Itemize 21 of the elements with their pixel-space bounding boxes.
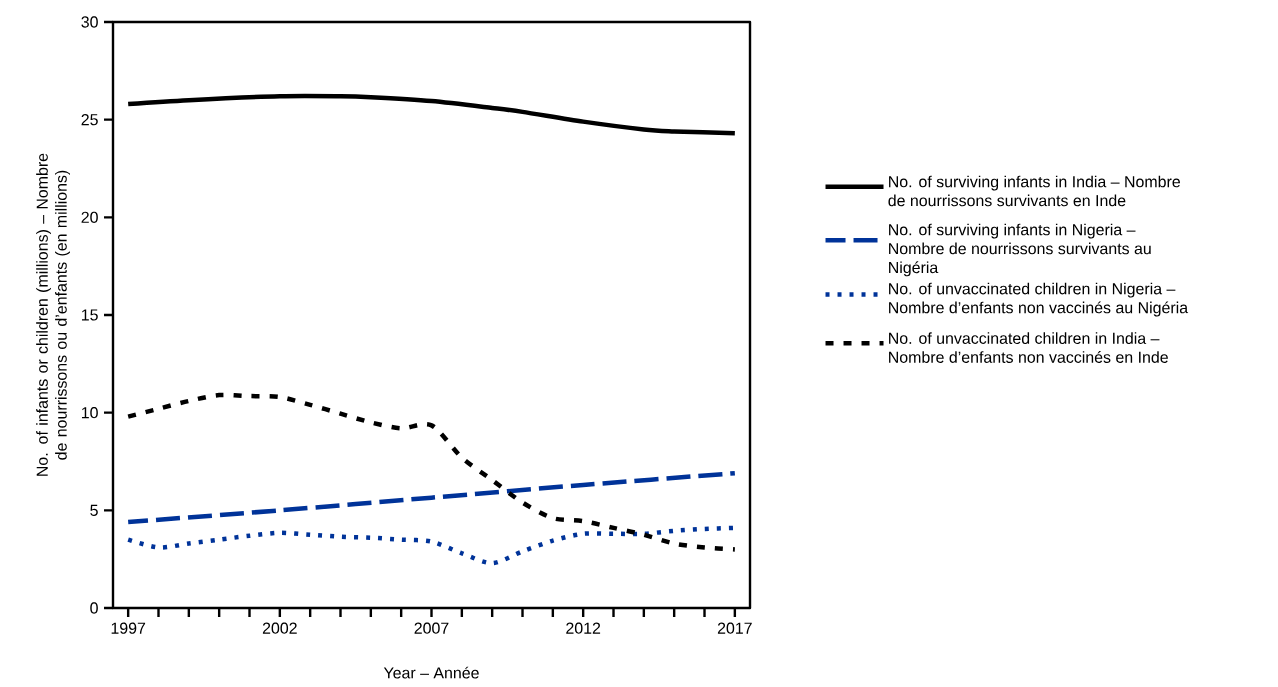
y-tick-label: 0 (90, 602, 98, 614)
line-series (125, 470, 738, 525)
y-tick-label: 5 (90, 504, 98, 516)
y-tick-label: 20 (81, 211, 98, 223)
y-tick-label: 30 (81, 16, 98, 28)
y-tick-label: 25 (81, 114, 98, 126)
x-tick-label: 1997 (111, 622, 146, 634)
legend-label: No. of unvaccinated children in India – Nombre d’enfants non vaccinés en Inde (889, 332, 1168, 363)
y-axis-title: No. of infants or children (millions) – Nombre de nourrissons ou d’enfants (en millions) (36, 153, 70, 476)
x-tick-label: 2012 (566, 622, 601, 634)
legend-label: No. of surviving infants in India – Nombre de nourrissons survivants en Inde (888, 175, 1180, 207)
x-axis-title: Year – Année (383, 666, 479, 679)
x-tick-label: 2017 (717, 622, 752, 634)
legend-label: No. of surviving infants in Nigeria – Nombre de nourrissons survivants au Nigéria (889, 223, 1151, 277)
line-series (125, 392, 738, 552)
x-tick-label: 2002 (262, 622, 297, 634)
line-series (125, 93, 738, 136)
x-tick-label: 2007 (414, 622, 449, 634)
y-tick-label: 10 (81, 407, 98, 419)
legend-label: No. of unvaccinated children in Nigeria – Nombre d’enfants non vaccinés au Nigéria (889, 282, 1189, 317)
y-tick-label: 15 (81, 309, 98, 321)
